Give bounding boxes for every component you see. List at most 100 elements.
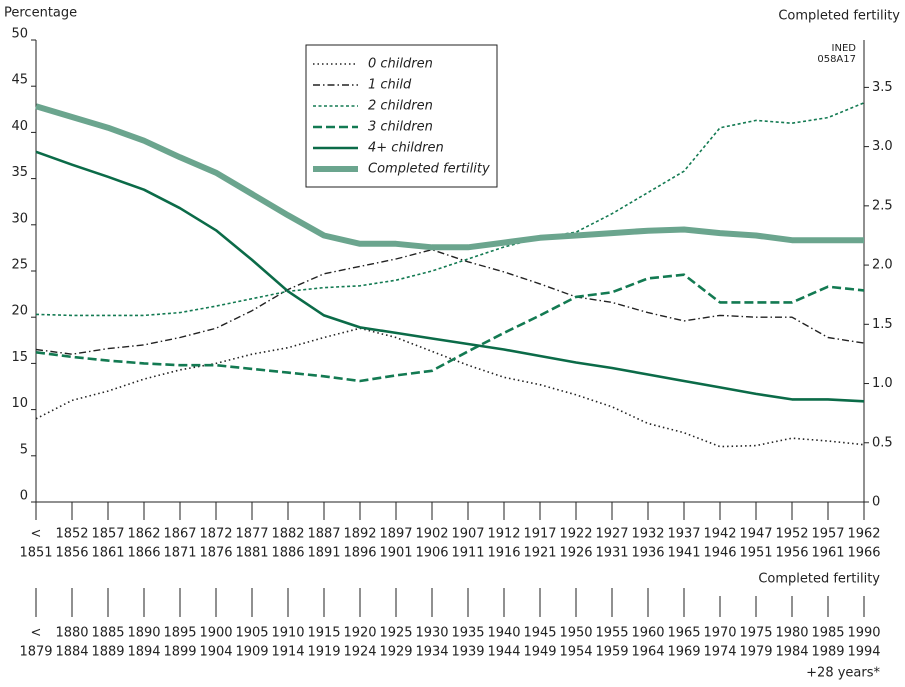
y2-tick-label: 2.0 <box>872 258 893 273</box>
secondary-tick-label: 1994 <box>847 645 880 660</box>
x-tick-label: 1951 <box>739 546 772 561</box>
x-tick-label: 1942 <box>703 527 736 542</box>
x-tick-label: 1966 <box>847 546 880 561</box>
y-tick-label: 40 <box>11 119 28 134</box>
y-tick-label: 15 <box>11 350 28 365</box>
secondary-tick-label: 1915 <box>307 626 340 641</box>
x-tick-label: 1946 <box>703 546 736 561</box>
x-tick-label: 1902 <box>415 527 448 542</box>
x-tick-label: 1937 <box>667 527 700 542</box>
y2-tick-label: 2.5 <box>872 198 893 213</box>
x-tick-label: 1881 <box>235 546 268 561</box>
secondary-tick-label: 1884 <box>55 645 88 660</box>
x-tick-label: 1877 <box>235 527 268 542</box>
x-tick-label: 1957 <box>811 527 844 542</box>
x-tick-label: 1931 <box>595 546 628 561</box>
x-tick-label: 1862 <box>127 527 160 542</box>
x-tick-label: 1857 <box>91 527 124 542</box>
y-tick-label: 25 <box>11 258 28 273</box>
secondary-tick-label: 1979 <box>739 645 772 660</box>
x-tick-label: 1896 <box>343 546 376 561</box>
x-tick-label: 1871 <box>163 546 196 561</box>
y2-axis-title: Completed fertility <box>778 9 900 24</box>
y-tick-label: 30 <box>11 211 28 226</box>
secondary-tick-label: 1980 <box>775 626 808 641</box>
secondary-tick-label: 1934 <box>415 645 448 660</box>
y-tick-label: 45 <box>11 73 28 88</box>
secondary-tick-label: 1905 <box>235 626 268 641</box>
secondary-tick-label: 1954 <box>559 645 592 660</box>
x-tick-label: 1887 <box>307 527 340 542</box>
series-line <box>35 327 865 448</box>
y-tick-label: 0 <box>20 489 28 504</box>
secondary-tick-label: 1940 <box>487 626 520 641</box>
secondary-tick-label: 1910 <box>271 626 304 641</box>
y2-tick-label: 3.0 <box>872 139 893 154</box>
x-tick-label: 1911 <box>451 546 484 561</box>
x-tick-label: 1961 <box>811 546 844 561</box>
series-line <box>35 102 865 317</box>
secondary-tick-label: 1975 <box>739 626 772 641</box>
secondary-tick-label: 1985 <box>811 626 844 641</box>
x-tick-label: 1917 <box>523 527 556 542</box>
series-line <box>35 103 864 251</box>
secondary-axis-note: +28 years* <box>806 666 880 681</box>
x-tick-label: 1912 <box>487 527 520 542</box>
secondary-axis-title: Completed fertility <box>758 572 880 587</box>
legend-label: 3 children <box>368 120 433 135</box>
x-tick-label: 1861 <box>91 546 124 561</box>
secondary-tick-label: 1909 <box>235 645 268 660</box>
y2-tick-label: 3.5 <box>872 80 893 95</box>
secondary-tick-label: 1889 <box>91 645 124 660</box>
secondary-tick-label: 1959 <box>595 645 628 660</box>
secondary-tick-label: 1960 <box>631 626 664 641</box>
secondary-tick-label: 1920 <box>343 626 376 641</box>
annotation: 058A17 <box>817 54 856 65</box>
x-tick-label: 1882 <box>271 527 304 542</box>
series-line <box>35 150 865 403</box>
secondary-tick-label: 1924 <box>343 645 376 660</box>
y-tick-label: 50 <box>11 27 28 42</box>
y-tick-label: 10 <box>11 396 28 411</box>
x-tick-label: 1891 <box>307 546 340 561</box>
secondary-tick-label: 1880 <box>55 626 88 641</box>
legend-label: Completed fertility <box>368 162 490 177</box>
x-tick-label: 1932 <box>631 527 664 542</box>
y2-tick-label: 1.5 <box>872 317 893 332</box>
y-tick-label: 20 <box>11 304 28 319</box>
x-tick-label: 1941 <box>667 546 700 561</box>
secondary-tick-label: 1930 <box>415 626 448 641</box>
secondary-tick-label: 1890 <box>127 626 160 641</box>
secondary-tick-label: 1935 <box>451 626 484 641</box>
x-tick-label: < <box>31 527 42 542</box>
series-line <box>35 273 865 383</box>
secondary-tick-label: 1990 <box>847 626 880 641</box>
x-tick-label: 1856 <box>55 546 88 561</box>
x-tick-label: 1907 <box>451 527 484 542</box>
y-tick-label: 5 <box>20 442 28 457</box>
legend-label: 2 children <box>368 99 433 114</box>
secondary-tick-label: 1949 <box>523 645 556 660</box>
secondary-tick-label: < <box>31 626 42 641</box>
secondary-tick-label: 1965 <box>667 626 700 641</box>
x-tick-label: 1901 <box>379 546 412 561</box>
x-tick-label: 1952 <box>775 527 808 542</box>
x-tick-label: 1851 <box>19 546 52 561</box>
x-tick-label: 1886 <box>271 546 304 561</box>
secondary-tick-label: 1929 <box>379 645 412 660</box>
secondary-tick-label: 1914 <box>271 645 304 660</box>
secondary-tick-label: 1904 <box>199 645 232 660</box>
y-tick-label: 35 <box>11 165 28 180</box>
x-tick-label: 1947 <box>739 527 772 542</box>
secondary-tick-label: 1955 <box>595 626 628 641</box>
secondary-tick-label: 1899 <box>163 645 196 660</box>
secondary-tick-label: 1989 <box>811 645 844 660</box>
y-axis-title: Percentage <box>4 6 77 21</box>
x-tick-label: 1852 <box>55 527 88 542</box>
x-tick-label: 1921 <box>523 546 556 561</box>
secondary-tick-label: 1939 <box>451 645 484 660</box>
x-tick-label: 1867 <box>163 527 196 542</box>
legend-label: 1 child <box>368 78 412 93</box>
secondary-tick-label: 1984 <box>775 645 808 660</box>
